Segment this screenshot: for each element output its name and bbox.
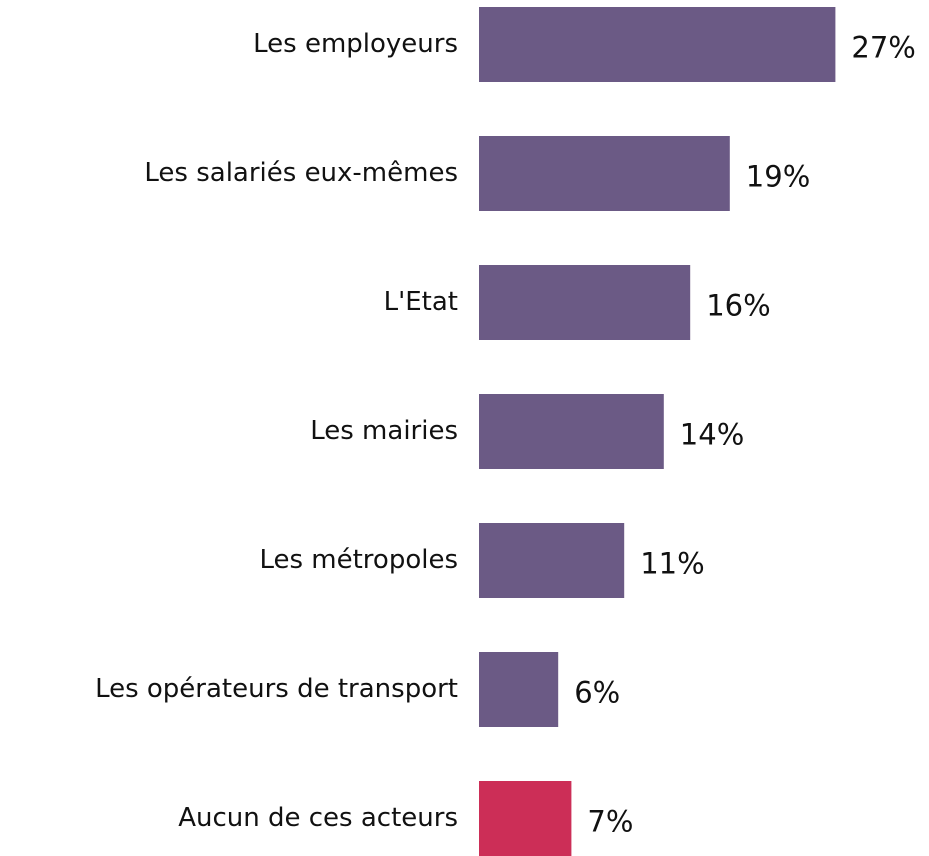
category-label: Les salariés eux-mêmes (144, 158, 458, 188)
value-label: 14% (680, 418, 744, 452)
category-label: Les mairies (310, 416, 458, 446)
value-label: 16% (706, 289, 770, 323)
value-label: 6% (574, 676, 620, 710)
bar (479, 265, 691, 340)
category-label: Aucun de ces acteurs (178, 803, 458, 833)
category-label: Les employeurs (253, 29, 458, 59)
bar (479, 523, 625, 598)
value-label: 19% (746, 160, 810, 194)
bar (479, 652, 559, 727)
bar (479, 7, 836, 82)
category-label: Les métropoles (259, 545, 458, 575)
value-label: 7% (587, 805, 633, 839)
value-label: 27% (851, 31, 915, 65)
bar (479, 136, 730, 211)
category-label: L'Etat (384, 287, 458, 317)
category-label: Les opérateurs de transport (95, 674, 458, 704)
value-label: 11% (640, 547, 704, 581)
bar (479, 394, 664, 469)
bar (479, 781, 572, 856)
